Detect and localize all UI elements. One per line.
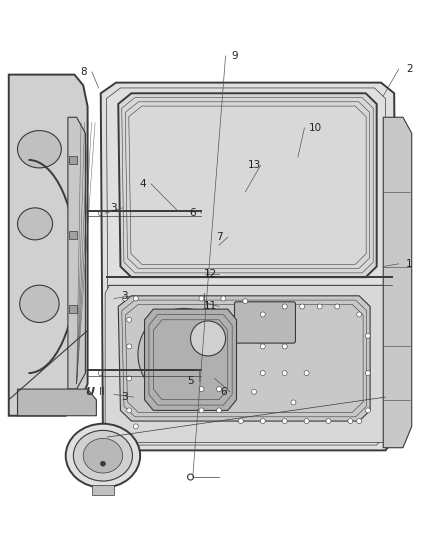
Circle shape	[238, 418, 244, 424]
Circle shape	[120, 370, 125, 376]
Circle shape	[127, 376, 132, 381]
Text: 3: 3	[110, 203, 117, 213]
Circle shape	[142, 211, 147, 216]
Circle shape	[216, 386, 222, 392]
Polygon shape	[9, 75, 88, 416]
Polygon shape	[101, 83, 396, 450]
Circle shape	[122, 296, 127, 301]
Circle shape	[98, 211, 103, 216]
Circle shape	[357, 418, 362, 424]
Circle shape	[282, 418, 287, 424]
Text: 6: 6	[189, 208, 196, 218]
Circle shape	[282, 304, 287, 309]
Circle shape	[164, 211, 169, 216]
Circle shape	[365, 408, 371, 413]
Circle shape	[133, 424, 138, 429]
Text: 3: 3	[121, 392, 128, 402]
Text: 8: 8	[80, 67, 87, 77]
Text: 11: 11	[204, 302, 217, 311]
Circle shape	[260, 370, 265, 376]
Circle shape	[282, 370, 287, 376]
Ellipse shape	[66, 424, 140, 488]
Circle shape	[243, 298, 248, 304]
FancyBboxPatch shape	[234, 302, 296, 343]
Polygon shape	[68, 117, 85, 389]
Circle shape	[199, 408, 204, 413]
Circle shape	[317, 304, 322, 309]
Circle shape	[282, 344, 287, 349]
Polygon shape	[105, 285, 390, 442]
Circle shape	[138, 309, 230, 400]
Circle shape	[335, 304, 340, 309]
Polygon shape	[118, 296, 370, 421]
Text: 9: 9	[231, 51, 238, 61]
Ellipse shape	[83, 438, 123, 473]
Text: 7: 7	[215, 232, 223, 242]
Polygon shape	[118, 93, 377, 277]
Text: 4: 4	[139, 179, 146, 189]
Circle shape	[120, 211, 125, 216]
Text: II: II	[99, 387, 104, 397]
Circle shape	[142, 370, 147, 376]
Text: 1: 1	[406, 259, 413, 269]
Circle shape	[196, 367, 203, 374]
Circle shape	[127, 317, 132, 322]
Bar	[69, 156, 77, 164]
Text: 5: 5	[187, 376, 194, 386]
Circle shape	[133, 296, 138, 301]
Circle shape	[251, 389, 257, 394]
Circle shape	[191, 321, 226, 356]
Circle shape	[365, 333, 371, 338]
Circle shape	[260, 344, 265, 349]
Circle shape	[260, 418, 265, 424]
Circle shape	[164, 370, 169, 376]
Polygon shape	[145, 309, 237, 410]
Text: 10: 10	[309, 123, 322, 133]
Circle shape	[196, 207, 203, 214]
Circle shape	[200, 270, 206, 277]
Circle shape	[127, 344, 132, 349]
Circle shape	[365, 370, 371, 376]
Circle shape	[304, 370, 309, 376]
Ellipse shape	[73, 431, 132, 481]
Text: 13: 13	[247, 160, 261, 170]
Circle shape	[199, 296, 204, 301]
Circle shape	[187, 474, 194, 480]
Circle shape	[201, 298, 207, 304]
Bar	[92, 485, 114, 495]
Circle shape	[326, 418, 331, 424]
Bar	[69, 230, 77, 239]
Circle shape	[199, 386, 204, 392]
Circle shape	[221, 296, 226, 301]
Polygon shape	[18, 389, 96, 416]
Circle shape	[291, 400, 296, 405]
Ellipse shape	[18, 131, 61, 168]
Bar	[69, 305, 77, 313]
Polygon shape	[383, 117, 412, 448]
Circle shape	[127, 408, 132, 413]
Ellipse shape	[18, 208, 53, 240]
Text: 2: 2	[406, 64, 413, 74]
Text: 6: 6	[220, 387, 227, 397]
Circle shape	[348, 418, 353, 424]
Circle shape	[357, 312, 362, 317]
Circle shape	[304, 418, 309, 424]
Circle shape	[100, 461, 106, 466]
Bar	[175, 201, 199, 222]
Bar	[175, 361, 199, 382]
Circle shape	[260, 312, 265, 317]
Circle shape	[300, 304, 305, 309]
Text: 3: 3	[121, 291, 128, 301]
Circle shape	[216, 408, 222, 413]
Text: 12: 12	[204, 270, 217, 279]
Text: U: U	[85, 387, 94, 397]
Ellipse shape	[20, 285, 59, 322]
Circle shape	[98, 370, 103, 376]
